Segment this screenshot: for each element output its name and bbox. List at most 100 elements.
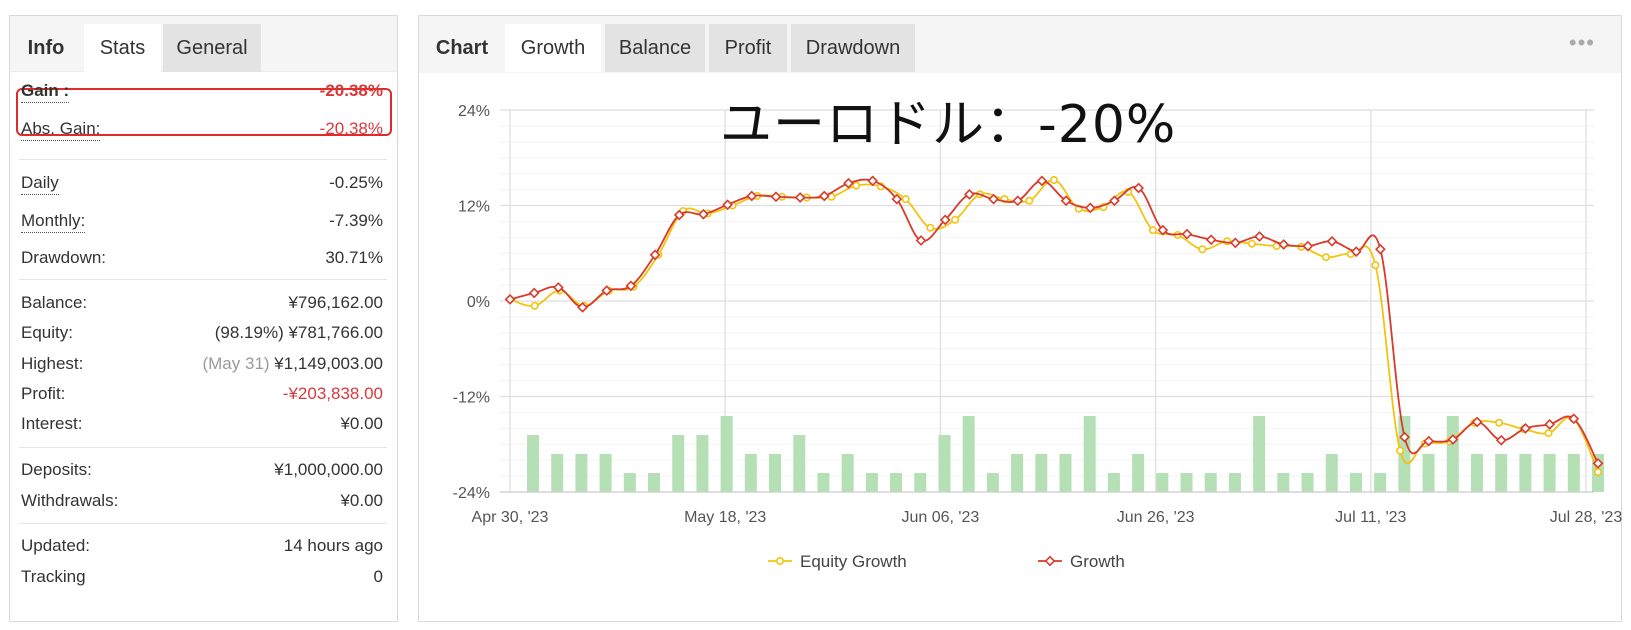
growth-point [1302,240,1314,252]
volume-bar [1567,454,1580,492]
growth-point [1133,182,1144,194]
tab-drawdown[interactable]: Drawdown [791,24,915,72]
growth-point [552,282,564,293]
stat-value-text: 30.71% [325,248,383,267]
stat-value-text: ¥0.00 [340,414,383,433]
stat-value: (May 31) ¥1,149,003.00 [202,349,383,379]
volume-bar [914,473,927,492]
growth-point [1326,235,1338,247]
stat-value-text: -20.38% [319,119,383,138]
stat-value-text: 14 hours ago [283,536,383,555]
volume-bar [672,435,685,492]
tab-balance[interactable]: Balance [605,24,705,72]
stat-value: -¥203,838.00 [283,379,383,409]
growth-point [1568,413,1580,425]
equity-growth-point [852,181,861,190]
x-tick-label: May 18, '23 [684,509,766,526]
growth-point [722,199,733,211]
volume-bar [1107,473,1120,492]
stat-value: -20.38% [320,114,383,144]
stat-label: Balance: [21,293,88,312]
volume-bar [720,416,733,492]
equity-growth-point [951,215,960,224]
chart-panel: Chart Growth Balance Profit Drawdown ••• [418,15,1622,622]
stat-value: ¥1,000,000.00 [274,455,383,485]
volume-bar [1156,473,1169,492]
growth-point [1350,246,1362,258]
growth-point [1471,416,1483,428]
stat-row-gain: Gain : -20.38% [19,76,387,106]
stat-value-text: ¥796,162.00 [288,293,383,312]
growth-point [1060,195,1072,207]
y-tick-label: -12% [453,390,490,407]
volume-bar [1083,416,1096,492]
stats-panel: Info Stats General [9,15,398,622]
stat-label[interactable]: Daily [21,172,59,195]
volume-bar [1035,454,1048,492]
stat-value-text: 0 [373,567,383,586]
growth-point [915,235,927,246]
tab-growth[interactable]: Growth [505,24,601,72]
x-tick-label: Jun 26, '23 [1117,509,1195,526]
volume-bar [551,454,564,492]
x-tick-label: Apr 30, '23 [472,509,549,526]
stat-row-deposits: Deposits: ¥1,000,000.00 [19,455,387,485]
tab-chart[interactable]: Chart [435,37,489,59]
equity-growth-point [1050,176,1059,185]
tab-stats[interactable]: Stats [84,24,161,72]
volume-bar [769,454,782,492]
growth-line [509,178,1599,464]
more-horizontal-icon[interactable]: ••• [1568,30,1595,55]
stat-label[interactable]: Abs. Gain: [21,118,101,141]
equity-growth-point [901,195,910,204]
volume-bar [1253,416,1266,492]
divider [19,447,387,448]
volume-bar [1204,473,1217,492]
stat-value: ¥796,162.00 [288,288,383,318]
stat-value-text: -¥203,838.00 [282,384,383,403]
stat-label[interactable]: Monthly: [21,210,86,233]
growth-point [964,188,975,200]
legend-growth: Growth [1070,552,1125,571]
equity-growth-point [1247,239,1256,248]
stat-label[interactable]: Gain : [21,80,70,103]
volume-bar [1301,473,1314,492]
growth-point [1399,431,1410,443]
stat-value: ¥0.00 [340,486,383,516]
tab-info[interactable]: Info [27,37,65,59]
stat-row-updated: Updated: 14 hours ago [19,531,387,561]
equity-growth-point [1148,226,1157,235]
divider [19,279,387,280]
equity-growth-point [1198,245,1207,254]
volume-bar [744,454,757,492]
growth-point [1520,422,1531,434]
stat-value: 14 hours ago [284,531,383,561]
growth-point [1229,237,1241,249]
growth-point [1423,435,1435,447]
equity-growth-point [1396,446,1405,455]
growth-point [891,193,903,205]
stat-row-balance: Balance: ¥796,162.00 [19,288,387,318]
divider [19,523,387,524]
volume-bar [1519,454,1532,492]
tab-profit[interactable]: Profit [709,24,787,72]
stat-value: ¥0.00 [340,409,383,439]
growth-point [818,190,830,202]
chart-tabbar: Chart Growth Balance Profit Drawdown ••• [419,16,1621,73]
equity-growth-point [1371,261,1380,270]
stat-note: (May 31) [202,354,275,373]
equity-growth-point [1025,196,1034,205]
volume-bar [1325,454,1338,492]
growth-point [867,175,879,187]
stat-value-text: ¥1,000,000.00 [274,460,383,479]
volume-bar [648,473,661,492]
stat-label: Withdrawals: [21,491,119,510]
volume-bar [865,473,878,492]
growth-point [843,177,854,189]
equity-growth-point [530,301,539,310]
tab-general[interactable]: General [163,24,261,72]
volume-bar [623,473,636,492]
growth-point [698,208,709,220]
growth-point [1254,231,1265,242]
